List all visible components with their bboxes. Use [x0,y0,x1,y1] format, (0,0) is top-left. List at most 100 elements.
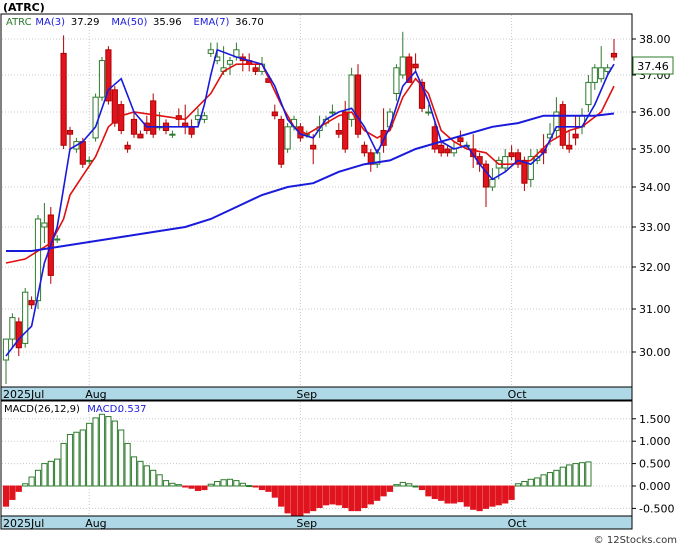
macd-bar-negative [495,485,502,506]
macd-bar-negative [438,485,445,501]
price-legend-label: EMA(7) [194,17,230,28]
candle-up [502,156,509,169]
candle-down [380,130,387,146]
macd-bar-negative [450,485,458,504]
macd-bar-negative [342,485,349,509]
candle-up [2,338,10,361]
macd-bar-positive [566,464,573,487]
macd-bar-positive [527,478,534,487]
macd-x-tick-label: Aug [85,517,106,530]
macd-y-tick-label: 0.500 [639,458,671,471]
macd-bar-negative [354,485,362,512]
macd-bar-positive [546,472,554,487]
macd-bar-positive [105,416,112,487]
macd-bar-negative [201,485,208,491]
ema7-line [5,63,615,264]
candle-down [335,130,342,135]
macd-bar-positive [54,458,61,487]
macd-legend-label: MACD(26,12,9) [4,404,80,415]
candle-up [527,156,534,180]
candle-up [393,67,400,95]
candle-down [111,89,118,124]
candle-up [598,67,605,80]
macd-bar-negative [380,485,387,497]
macd-x-tick-label: 2025Jul [3,517,44,530]
macd-bar-negative [502,485,509,504]
macd-bar-positive [22,483,29,487]
price-y-axis: 30.0031.0032.0033.0034.0035.0036.0037.00… [632,33,671,359]
price-y-tick-label: 30.00 [639,346,671,359]
macd-x-axis: 2025Jul Aug Sep Oct [3,517,527,530]
candle-down [457,137,464,143]
macd-bar-negative [182,485,189,488]
price-x-tick-label: 2025Jul [3,388,44,401]
candle-up [201,115,208,120]
candle-down [66,130,74,135]
macd-bar-positive [540,474,547,487]
macd-bar-positive [412,485,419,488]
candle-down [444,148,451,154]
candle-up [489,178,496,188]
macd-bar-positive [41,463,48,487]
candle-down [150,100,157,135]
candle-up [553,111,560,131]
macd-bar-negative [271,485,278,498]
macd-bar-positive [79,429,86,487]
macd-bar-negative [252,485,259,488]
last-price-label: 37.46 [637,60,669,73]
macd-legend: MACD(26,12,9) MACD:0.537 [4,404,146,415]
macd-bar-positive [585,461,592,487]
price-panel: 30.0031.0032.0033.0034.0035.0036.0037.00… [0,13,674,401]
price-y-tick-label: 31.00 [639,303,671,316]
macd-bar-positive [233,480,240,487]
candle-up [9,317,16,340]
macd-y-axis: -0.500 0.000 0.500 1.000 1.500 [632,413,674,515]
macd-bar-positive [28,476,35,487]
macd-bar-positive [239,482,246,487]
macd-bar-negative [290,485,298,517]
macd-bar-negative [386,485,394,492]
symbol-title: (ATRC) [3,1,45,14]
macd-bar-positive [47,460,54,487]
macd-bar-negative [489,485,496,507]
candle-down [278,118,285,165]
candle-down [310,144,317,150]
last-price-badge: 37.46 [632,56,674,75]
candle-up [284,126,291,150]
candle-down [508,152,515,158]
macd-bar-negative [476,485,483,512]
ma3-line [5,48,615,357]
candle-up [425,111,432,114]
price-y-tick-label: 33.00 [639,221,671,234]
macd-bar-positive [214,481,221,487]
candle-down [566,144,573,150]
macd-bar-positive [98,413,106,487]
macd-bar-positive [169,482,176,487]
macd-bar-negative [297,485,304,517]
macd-bar-positive [60,442,67,487]
candle-down [354,74,362,135]
macd-bar-positive [143,465,150,487]
macd-bar-positive [111,420,118,487]
macd-x-tick-label: Oct [508,517,528,530]
candle-up [591,67,598,83]
macd-bar-positive [162,480,170,487]
candle-down [514,152,522,165]
price-x-axis-strip [0,386,633,401]
macd-bar-negative [322,485,330,506]
price-legend-value: 35.96 [153,17,182,28]
macd-bar-negative [418,485,426,491]
macd-bar-negative [482,485,490,509]
macd-legend-label: MACD: [87,404,120,415]
macd-bar-positive [124,442,131,487]
macd-bar-negative [431,485,438,500]
macd-bar-negative [9,485,16,500]
candle-down [610,52,618,58]
macd-bar-positive [130,456,138,487]
macd-bar-negative [188,485,195,489]
candle-up [399,56,406,76]
macd-bar-negative [335,485,342,506]
macd-bar-positive [246,485,253,488]
candle-down [559,104,566,146]
macd-bar-positive [175,484,182,487]
